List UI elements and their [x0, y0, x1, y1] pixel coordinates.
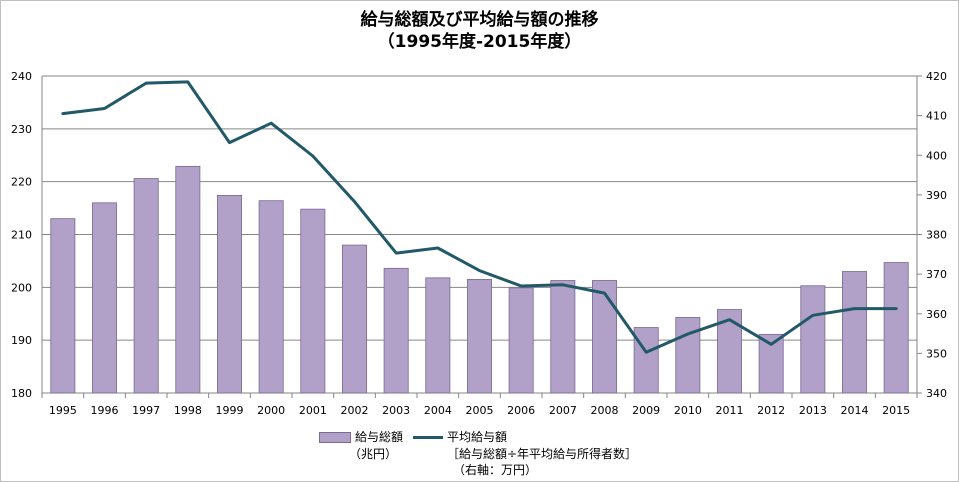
y-right-tick-label: 350 [926, 347, 947, 360]
x-tick-label: 2002 [341, 404, 369, 417]
bar [217, 195, 242, 394]
bar [508, 287, 534, 394]
bar [383, 267, 409, 394]
bar [800, 285, 826, 394]
bar [50, 218, 76, 394]
legend: 給与総額 （兆円） 平均給与額 ［給与総額÷年平均給与所得者数］ （右軸：万円） [1, 429, 958, 481]
x-tick-label: 2010 [674, 404, 702, 417]
y-right-tick-label: 370 [926, 268, 947, 281]
bar [550, 280, 576, 394]
bar [592, 280, 617, 394]
bar [92, 202, 117, 394]
y-right-tick-label: 400 [926, 149, 947, 162]
bar [133, 178, 159, 394]
legend-line-label: 平均給与額 [447, 430, 508, 444]
x-tick-label: 2005 [466, 404, 494, 417]
x-tick-label: 2004 [424, 404, 452, 417]
y-right-tick-label: 380 [926, 229, 947, 242]
x-tick-label: 2012 [757, 404, 785, 417]
legend-bar-swatch [319, 432, 351, 443]
y-left-tick-label: 200 [11, 281, 32, 294]
legend-line-note: ［給与総額÷年平均給与所得者数］ [447, 447, 638, 461]
x-tick-label: 2014 [841, 404, 869, 417]
bar [425, 277, 451, 394]
y-left-tick-label: 240 [11, 70, 32, 83]
legend-bar-unit: （兆円） [349, 447, 398, 461]
y-right-tick-label: 410 [926, 110, 947, 123]
x-tick-label: 2011 [716, 404, 744, 417]
bar [467, 279, 492, 394]
legend-line-unit: （右軸：万円） [453, 463, 538, 477]
chart-title: 給与総額及び平均給与額の推移 [360, 10, 599, 30]
y-right-tick-label: 420 [926, 70, 947, 83]
x-tick-label: 2015 [882, 404, 910, 417]
bar [675, 317, 701, 394]
bar [842, 271, 867, 394]
x-tick-label: 2007 [549, 404, 577, 417]
bar [300, 208, 326, 394]
y-left-tick-label: 190 [11, 334, 32, 347]
x-tick-label: 1996 [91, 404, 119, 417]
x-tick-label: 1995 [49, 404, 77, 417]
y-left-tick-label: 230 [11, 123, 32, 136]
bar [258, 200, 284, 394]
x-tick-label: 2013 [799, 404, 827, 417]
x-tick-label: 2006 [507, 404, 535, 417]
chart-plot: 180 190 200 210 220 230 240 340 350 360 370 380 390 4… [11, 70, 947, 417]
bar [633, 327, 659, 394]
bar [175, 165, 201, 394]
y-right-tick-label: 360 [926, 308, 947, 321]
series-line-average-salary [61, 80, 898, 354]
y-left-tick-label: 180 [11, 387, 32, 400]
x-tick-label: 2003 [382, 404, 410, 417]
legend-bar-label: 給与総額 [355, 430, 404, 444]
x-tick-label: 2009 [632, 404, 660, 417]
y-right-tick-label: 340 [926, 387, 947, 400]
legend-line-swatch [413, 436, 443, 439]
x-tick-label: 1999 [216, 404, 244, 417]
y-right-tick-label: 390 [926, 189, 947, 202]
chart-title-block: 給与総額及び平均給与額の推移 （1995年度-2015年度） [1, 9, 958, 53]
bar [758, 333, 784, 394]
x-tick-label: 2000 [257, 404, 285, 417]
legend-item-bar: 給与総額 [319, 430, 403, 445]
x-tick-label: 2008 [591, 404, 619, 417]
y-left-tick-label: 220 [11, 176, 32, 189]
x-tick-label: 1998 [174, 404, 202, 417]
x-tick-label: 2001 [299, 404, 327, 417]
bar [342, 244, 367, 394]
y-left-tick-label: 210 [11, 229, 32, 242]
chart-subtitle: （1995年度-2015年度） [377, 32, 582, 52]
bar [883, 262, 909, 394]
x-tick-label: 1997 [132, 404, 160, 417]
legend-item-line: 平均給与額 [413, 430, 507, 445]
